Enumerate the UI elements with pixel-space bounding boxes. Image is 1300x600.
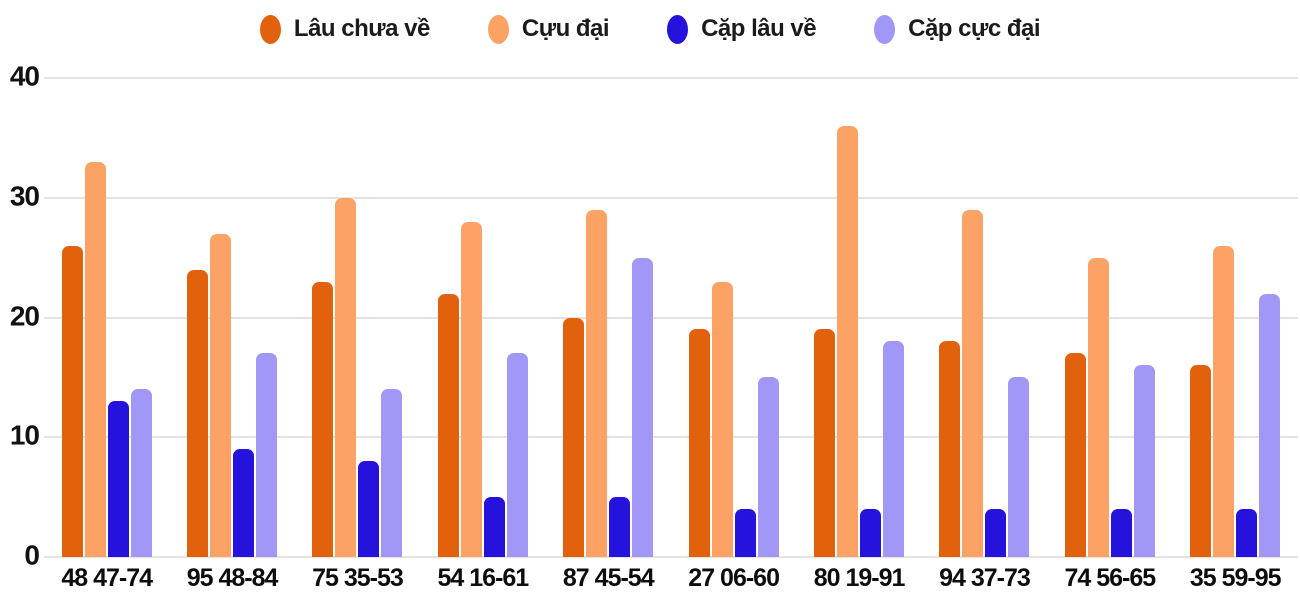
legend-label: Cặp lâu về	[701, 15, 817, 42]
bar-cluster	[437, 78, 528, 557]
bar-series-3	[609, 497, 631, 557]
x-axis-category-label: 35 59-95	[1189, 564, 1282, 592]
legend-item-4[interactable]: Cặp cực đại	[874, 14, 1041, 44]
legend-dot-icon	[667, 14, 689, 44]
bar-series-4	[130, 389, 152, 557]
bar-series-2	[711, 281, 733, 557]
bar-series-2	[1087, 257, 1109, 557]
bar-series-4	[256, 353, 278, 557]
bar-series-2	[210, 233, 232, 557]
legend-label: Lâu chưa về	[293, 15, 430, 42]
bar-series-2	[837, 125, 859, 557]
bar-series-1	[1190, 365, 1212, 557]
legend-dot-icon	[874, 14, 896, 44]
bar-series-1	[1064, 353, 1086, 557]
legend-item-1[interactable]: Lâu chưa về	[259, 14, 430, 44]
plot-area: 48 47-74 95 48-84 75 35-53 54 16-61 87 45-54…	[44, 77, 1298, 593]
legend: Lâu chưa về Cựu đại Cặp lâu về Cặp cực đại	[0, 8, 1300, 50]
bar-series-2	[460, 221, 482, 557]
bar-series-3	[233, 449, 255, 557]
bar-group: 75 35-53	[312, 78, 404, 593]
bar-series-4	[1259, 293, 1281, 557]
bar-group: 80 19-91	[814, 78, 905, 593]
bar-group: 27 06-60	[688, 78, 780, 593]
y-axis-tick-label: 20	[9, 300, 40, 332]
x-axis-category-label: 87 45-54	[562, 564, 655, 592]
bar-series-1	[563, 317, 585, 557]
bar-cluster	[61, 78, 152, 557]
bar-series-1	[61, 245, 83, 557]
x-axis-category-label: 74 56-65	[1064, 564, 1156, 592]
bar-cluster	[688, 78, 779, 557]
x-axis-category-label: 75 35-53	[312, 564, 404, 592]
bar-group: 35 59-95	[1189, 78, 1282, 593]
legend-item-3[interactable]: Cặp lâu về	[667, 14, 817, 44]
y-axis-tick-label: 10	[9, 419, 40, 451]
gridline	[44, 436, 1298, 439]
bar-series-1	[814, 329, 836, 557]
bar-series-4	[381, 389, 403, 557]
bar-groups: 48 47-74 95 48-84 75 35-53 54 16-61 87 45-54…	[44, 78, 1298, 593]
bar-series-1	[187, 269, 209, 557]
y-axis-tick-label: 40	[9, 60, 40, 92]
bar-cluster	[312, 78, 403, 557]
bar-group: 95 48-84	[187, 78, 278, 593]
legend-item-2[interactable]: Cựu đại	[487, 14, 610, 44]
gridline	[44, 556, 1298, 558]
bar-series-3	[734, 509, 756, 557]
bar-series-3	[985, 509, 1007, 557]
y-axis-tick-label: 0	[24, 539, 40, 571]
bar-series-2	[586, 209, 608, 557]
bar-series-2	[335, 197, 357, 557]
gridline	[44, 316, 1298, 319]
bar-series-4	[883, 341, 905, 557]
chart-body: 40 30 20 10 0 48 47-74 95 48-84 75 35-53 54 16-…	[0, 61, 1300, 593]
bar-series-1	[312, 281, 334, 557]
x-axis-category-label: 27 06-60	[688, 564, 780, 592]
bar-series-2	[962, 209, 984, 557]
legend-dot-icon	[259, 14, 281, 44]
bar-cluster	[814, 78, 905, 557]
bar-series-4	[1133, 365, 1155, 557]
bar-series-3	[358, 461, 380, 557]
gridlines	[44, 77, 1298, 558]
bar-series-4	[757, 377, 779, 557]
bar-series-1	[688, 329, 710, 557]
legend-dot-icon	[487, 14, 509, 44]
x-axis-category-label: 94 37-73	[939, 564, 1031, 592]
bar-series-4	[632, 257, 654, 557]
bar-group: 94 37-73	[939, 78, 1031, 593]
bar-cluster	[563, 78, 654, 557]
bar-cluster	[1190, 78, 1281, 557]
x-axis-category-label: 48 47-74	[61, 564, 153, 592]
bar-cluster	[939, 78, 1030, 557]
bar-series-1	[437, 293, 459, 557]
legend-label: Cựu đại	[521, 15, 610, 42]
bar-group: 54 16-61	[438, 78, 529, 593]
bar-series-3	[860, 509, 882, 557]
bar-series-3	[107, 401, 129, 557]
bar-cluster	[1064, 78, 1155, 557]
bar-series-1	[939, 341, 961, 557]
gridline	[44, 196, 1298, 199]
bar-series-2	[1213, 245, 1235, 557]
x-axis-category-label: 54 16-61	[437, 564, 530, 592]
gridline	[44, 77, 1298, 79]
bar-group: 87 45-54	[562, 78, 655, 593]
bar-cluster	[187, 78, 278, 557]
bar-group: 74 56-65	[1064, 78, 1156, 593]
x-axis-category-label: 95 48-84	[186, 564, 279, 592]
bar-series-4	[1008, 377, 1030, 557]
bar-group: 48 47-74	[61, 78, 153, 593]
bar-series-3	[1236, 509, 1258, 557]
bar-series-3	[483, 497, 505, 557]
y-axis: 40 30 20 10 0	[0, 61, 44, 571]
bar-series-4	[506, 353, 528, 557]
x-axis-category-label: 80 19-91	[813, 564, 906, 592]
bar-series-2	[84, 161, 106, 557]
legend-label: Cặp cực đại	[908, 15, 1041, 42]
y-axis-tick-label: 30	[9, 180, 40, 212]
bar-series-3	[1110, 509, 1132, 557]
